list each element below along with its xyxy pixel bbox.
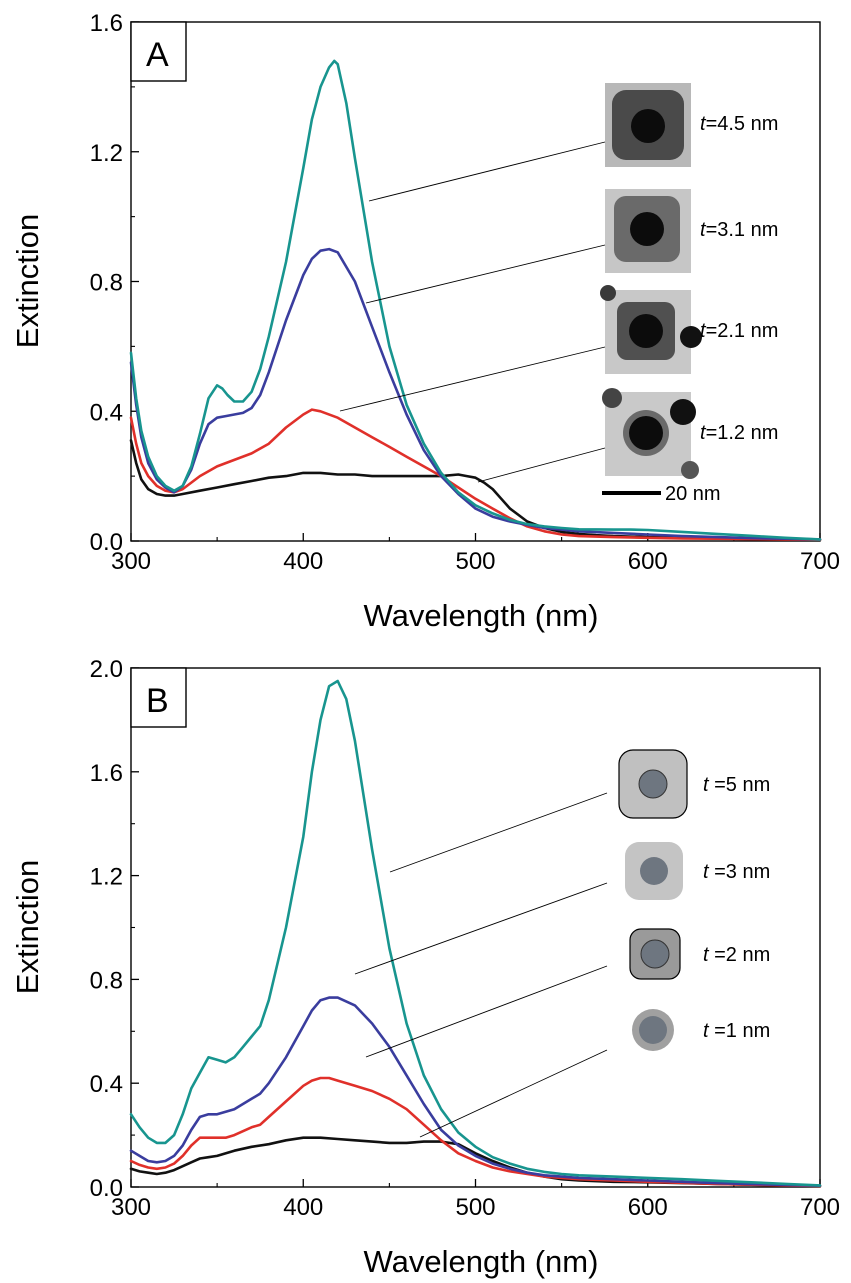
series-line-blue: [129, 996, 822, 1187]
annotation-label: t =1 nm: [703, 1020, 770, 1042]
annotation-label: t =5 nm: [703, 774, 770, 796]
x-tick-label: 600: [628, 1194, 668, 1221]
leader-line: [419, 1049, 608, 1138]
x-tick-label: 700: [800, 1194, 840, 1221]
y-tick-label: 1.2: [90, 864, 123, 891]
panel-label: B: [146, 682, 169, 720]
leader-line: [339, 346, 606, 412]
series-line-teal: [129, 59, 822, 541]
core-shell-schematics: [618, 749, 688, 1051]
plot-frame: [130, 21, 821, 542]
leader-line: [368, 141, 606, 202]
y-tick-label: 1.6: [90, 10, 123, 37]
x-tick-label: 500: [455, 1194, 495, 1221]
series-line-black: [129, 439, 822, 541]
annotation-label: t=2.1 nm: [700, 320, 778, 342]
x-tick-label: 700: [800, 548, 840, 575]
y-tick-label: 0.8: [90, 270, 123, 297]
x-axis-label: Wavelength (nm): [364, 598, 599, 633]
series-line-teal: [129, 679, 822, 1187]
annotation-label: t =3 nm: [703, 861, 770, 883]
y-tick-label: 0.4: [90, 1071, 123, 1098]
x-tick-label: 500: [455, 548, 495, 575]
tem-image-2-1nm: [600, 285, 702, 374]
series-lines: [129, 679, 822, 1188]
y-tick-label: 0.4: [90, 399, 123, 426]
x-tick-label: 600: [628, 548, 668, 575]
x-tick-label: 400: [283, 548, 323, 575]
x-tick-label: 300: [111, 548, 151, 575]
series-lines: [129, 59, 822, 541]
schematic-5nm: [618, 749, 688, 819]
tem-inset-images: [600, 83, 702, 479]
x-axis-label: Wavelength (nm): [364, 1244, 599, 1279]
y-tick-label: 0.0: [90, 529, 123, 556]
y-tick-label: 1.6: [90, 760, 123, 787]
series-line-red: [129, 1076, 822, 1188]
schematic-3nm: [625, 842, 683, 900]
panel-a: 300 400 500 600 700 0.0 0.4 0.8 1.2 1.6 A Wavele…: [10, 10, 840, 633]
y-ticks: 0.0 0.4 0.8 1.2 1.6: [90, 10, 139, 556]
x-tick-label: 400: [283, 1194, 323, 1221]
leader-line: [389, 792, 608, 873]
annotation-label: t=4.5 nm: [700, 113, 778, 135]
leader-line: [354, 882, 608, 975]
leader-line: [365, 965, 608, 1058]
scale-bar-label: 20 nm: [665, 483, 721, 505]
y-axis-label: Extinction: [10, 214, 45, 348]
x-tick-label: 300: [111, 1194, 151, 1221]
annotation-label: t=3.1 nm: [700, 219, 778, 241]
panel-label-box: A: [130, 21, 187, 82]
tem-image-1-2nm: [602, 388, 699, 479]
y-axis-label: Extinction: [10, 860, 45, 994]
leader-line: [365, 244, 606, 304]
schematic-2nm: [629, 928, 681, 980]
panel-label: A: [146, 36, 169, 74]
x-ticks: 300 400 500 600 700: [111, 533, 840, 575]
panel-b: 300 400 500 600 700 0.0 0.4 0.8 1.2 1.6 2.0 B Wav…: [10, 656, 840, 1279]
y-tick-label: 1.2: [90, 140, 123, 167]
annotation-label: t =2 nm: [703, 944, 770, 966]
y-tick-label: 0.0: [90, 1175, 123, 1202]
annotation-label: t=1.2 nm: [700, 422, 778, 444]
y-tick-label: 2.0: [90, 656, 123, 683]
tem-image-4-5nm: [605, 83, 691, 167]
schematic-1nm: [632, 1009, 674, 1051]
leader-line: [477, 447, 606, 483]
y-tick-label: 0.8: [90, 967, 123, 994]
tem-image-3-1nm: [605, 189, 691, 273]
y-ticks: 0.0 0.4 0.8 1.2 1.6 2.0: [90, 656, 139, 1202]
panel-label-box: B: [130, 667, 187, 728]
x-ticks: 300 400 500 600 700: [111, 1179, 840, 1221]
